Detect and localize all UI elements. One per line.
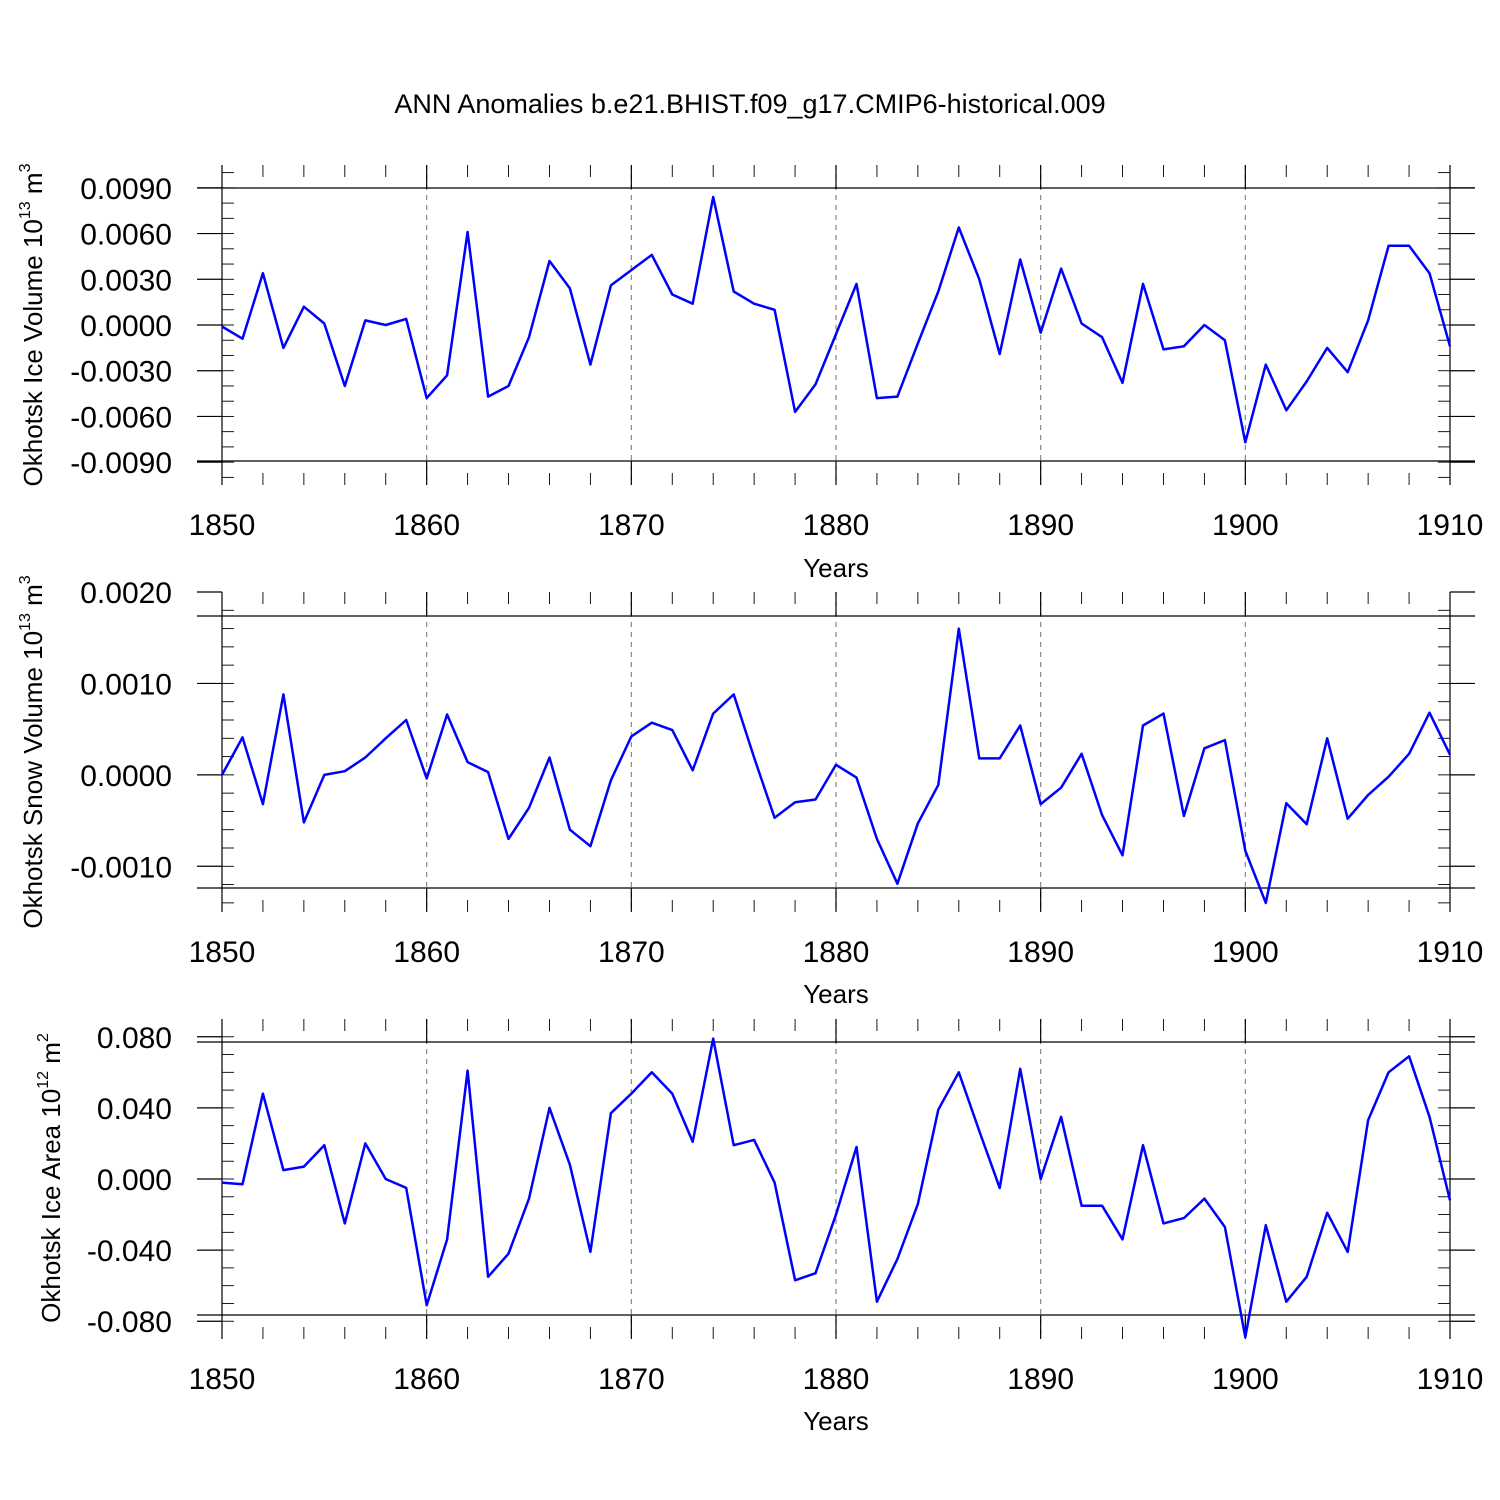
x-tick-label: 1900 xyxy=(1212,1363,1279,1396)
panel-3: 1850 1860 1870 1880 1890 1900 1910 Years 0.080 0.… xyxy=(35,1019,1483,1436)
x-tick-label: 1850 xyxy=(189,509,256,542)
panel-2: 1850 1860 1870 1880 1890 1900 1910 Years 0.0020 0… xyxy=(17,575,1483,1009)
figure: ANN Anomalies b.e21.BHIST.f09_g17.CMIP6-… xyxy=(0,0,1500,1500)
x-tick-label: 1910 xyxy=(1417,936,1484,969)
y-tick-label: 0.0020 xyxy=(80,577,172,610)
y-tick-label: 0.0030 xyxy=(80,264,172,297)
x-tick-label: 1880 xyxy=(803,1363,870,1396)
y-tick-label: 0.000 xyxy=(97,1164,172,1197)
y-axis-title: Okhotsk Ice Volume 1013 m3 xyxy=(17,163,48,486)
y-tick-label: -0.0010 xyxy=(70,851,172,884)
y-axis-title-text: Okhotsk Snow Volume 10 xyxy=(18,631,48,929)
y-tick-label: 0.080 xyxy=(97,1022,172,1055)
x-tick-label: 1860 xyxy=(393,936,460,969)
x-tick-label: 1870 xyxy=(598,936,665,969)
panels: 1850 1860 1870 1880 1890 1900 1910 Years 0.0090 0… xyxy=(17,163,1483,1436)
y-axis-title-unit-exponent: 3 xyxy=(17,163,34,172)
y-axis-title-text: Okhotsk Ice Volume 10 xyxy=(18,219,48,486)
y-axis-title-exponent: 13 xyxy=(17,613,34,631)
x-tick-label: 1880 xyxy=(803,936,870,969)
x-tick-label: 1910 xyxy=(1417,1363,1484,1396)
x-tick-label: 1890 xyxy=(1007,509,1074,542)
x-tick-label: 1890 xyxy=(1007,1363,1074,1396)
x-tick-label: 1900 xyxy=(1212,936,1279,969)
y-axis-title-exponent: 13 xyxy=(17,201,34,219)
panel-1: 1850 1860 1870 1880 1890 1900 1910 Years 0.0090 0… xyxy=(17,163,1483,583)
y-axis-title: Okhotsk Ice Area 1012 m2 xyxy=(35,1033,66,1323)
y-axis-title: Okhotsk Snow Volume 1013 m3 xyxy=(17,575,48,928)
x-tick-label: 1900 xyxy=(1212,509,1279,542)
x-tick-label: 1870 xyxy=(598,509,665,542)
y-tick-label: -0.0090 xyxy=(70,447,172,480)
y-tick-label: 0.0010 xyxy=(80,668,172,701)
y-tick-label: 0.0090 xyxy=(80,173,172,206)
y-tick-label: 0.0060 xyxy=(80,219,172,252)
x-tick-label: 1880 xyxy=(803,509,870,542)
series-line xyxy=(222,629,1450,903)
x-tick-label: 1850 xyxy=(189,1363,256,1396)
x-tick-label: 1870 xyxy=(598,1363,665,1396)
x-axis-title: Years xyxy=(803,553,869,583)
x-tick-label: 1910 xyxy=(1417,509,1484,542)
x-axis-title: Years xyxy=(803,1406,869,1436)
y-axis-title-unit: m xyxy=(18,584,48,613)
y-tick-label: 0.0000 xyxy=(80,310,172,343)
y-axis-title-unit-exponent: 2 xyxy=(35,1033,52,1042)
x-axis-title: Years xyxy=(803,979,869,1009)
y-axis-title-text: Okhotsk Ice Area 10 xyxy=(36,1089,66,1323)
x-tick-label: 1890 xyxy=(1007,936,1074,969)
y-tick-label: -0.0060 xyxy=(70,401,172,434)
x-tick-label: 1860 xyxy=(393,1363,460,1396)
y-tick-label: -0.0030 xyxy=(70,356,172,389)
y-tick-label: 0.0000 xyxy=(80,760,172,793)
y-tick-label: -0.040 xyxy=(87,1235,172,1268)
y-axis-title-unit: m xyxy=(18,172,48,201)
y-axis-title-exponent: 12 xyxy=(35,1071,52,1089)
x-tick-label: 1860 xyxy=(393,509,460,542)
figure-title: ANN Anomalies b.e21.BHIST.f09_g17.CMIP6-… xyxy=(394,89,1105,119)
y-tick-label: -0.080 xyxy=(87,1306,172,1339)
y-tick-label: 0.040 xyxy=(97,1093,172,1126)
x-tick-label: 1850 xyxy=(189,936,256,969)
y-axis-title-unit-exponent: 3 xyxy=(17,575,34,584)
y-axis-title-unit: m xyxy=(36,1042,66,1071)
